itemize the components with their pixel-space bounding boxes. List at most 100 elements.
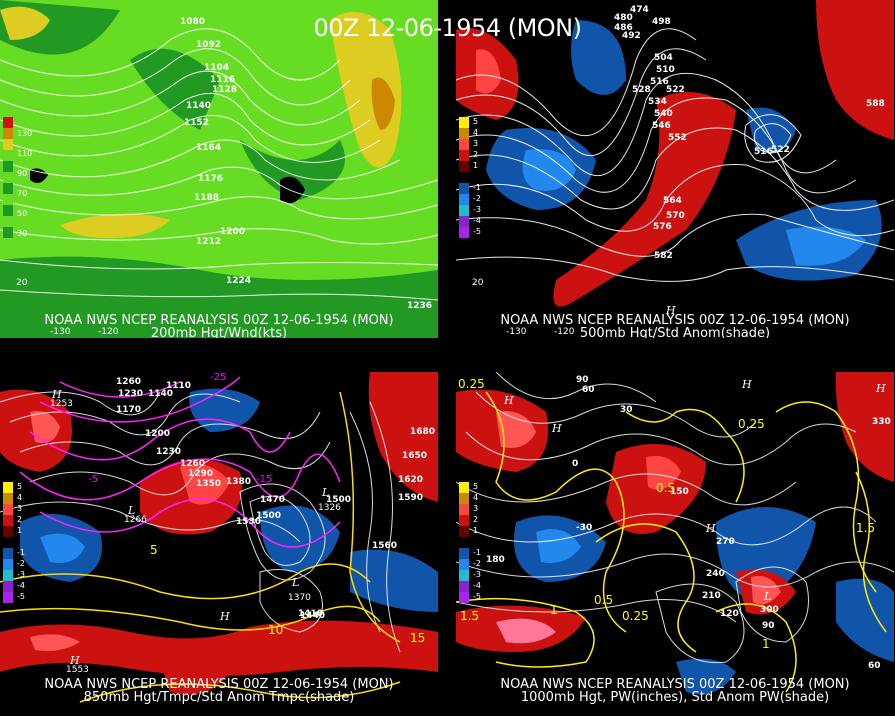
legend-label: 90 <box>17 169 28 178</box>
lon-label: -130 <box>50 327 71 337</box>
contour-label: 474 <box>630 5 649 15</box>
caption-line2: 500mb Hgt/Std Anom(shade) <box>579 326 771 339</box>
lat-label: 20 <box>472 278 484 288</box>
contour-label: 1128 <box>212 85 237 95</box>
contour-label: 1212 <box>196 237 221 247</box>
contour-label: 1188 <box>194 193 219 203</box>
caption-line1: NOAA NWS NCEP REANALYSIS 00Z 12-06-1954 … <box>500 313 850 328</box>
legend-label: 2 <box>473 515 479 524</box>
temp-label: -15 <box>256 474 272 485</box>
contour-label: 1260 <box>116 377 141 387</box>
contour-label: 552 <box>668 133 687 143</box>
caption-line1: NOAA NWS NCEP REANALYSIS 00Z 12-06-1954 … <box>44 677 394 692</box>
map-850mb: 1260 1230 1140 1170 1110 1200 1230 1260 … <box>0 372 438 716</box>
contour-label: 1092 <box>196 40 221 50</box>
contour-label: 30 <box>620 405 633 415</box>
legend-label: 5 <box>473 117 479 126</box>
contour-label: 1170 <box>116 405 141 415</box>
pw-label: 0.25 <box>622 609 649 623</box>
high-pressure-label: H <box>219 610 230 623</box>
high-pressure-label: H <box>69 654 80 667</box>
legend-1000mb: 5 4 3 2 1 -1 -2 -3 -4 -5 <box>459 482 481 603</box>
panel-200mb: 1080 1092 1104 1116 1128 1140 1152 1164 … <box>0 0 438 338</box>
pw-label: 0.25 <box>458 377 485 391</box>
contour-label: 1470 <box>260 495 285 505</box>
map-1000mb: 0.25 0.25 0.5 1 1.5 0.25 0.5 1 1.5 90 60… <box>456 372 894 716</box>
contour-label: 1176 <box>198 174 223 184</box>
high-pressure-label: H <box>51 388 62 401</box>
contour-label: 1200 <box>220 227 245 237</box>
figure-title: 00Z 12-06-1954 (MON) <box>313 14 583 42</box>
contour-label: 1590 <box>398 493 423 503</box>
lon-label: -130 <box>506 327 527 337</box>
contour-label: 1200 <box>145 429 170 439</box>
contour-label: 1230 <box>118 389 143 399</box>
temp-label: -25 <box>210 372 226 383</box>
contour-label: 492 <box>622 31 641 41</box>
pw-label: 1 <box>550 603 558 617</box>
temp-label: 5 <box>150 543 158 557</box>
legend-label: 110 <box>17 149 33 158</box>
contour-label: 300 <box>760 605 779 615</box>
contour-label: -30 <box>576 523 592 533</box>
legend-label: 4 <box>17 493 23 502</box>
contour-label: 1650 <box>402 451 427 461</box>
contour-label: 1230 <box>156 447 181 457</box>
legend-label: 4 <box>473 493 479 502</box>
contour-label: 546 <box>652 121 671 131</box>
center-value: 1326 <box>318 503 341 513</box>
temp-label: 10 <box>268 623 283 637</box>
contour-label: 1140 <box>186 101 211 111</box>
legend-label: 1 <box>17 526 23 535</box>
contour-label: 528 <box>632 85 651 95</box>
contour-label: 480 <box>614 13 633 23</box>
caption-line1: NOAA NWS NCEP REANALYSIS 00Z 12-06-1954 … <box>44 313 394 328</box>
legend-label: -4 <box>473 216 481 225</box>
legend-label: 3 <box>473 139 479 148</box>
legend-label: -3 <box>473 205 481 214</box>
pw-label: 0.25 <box>738 417 765 431</box>
legend-label: -1 <box>473 548 481 557</box>
temp-label: 15 <box>410 631 425 645</box>
center-value: 1553 <box>66 665 89 675</box>
legend-label: -2 <box>17 559 25 568</box>
contour-label: 1140 <box>148 389 173 399</box>
legend-label: -3 <box>17 570 25 579</box>
contour-label: 1290 <box>188 469 213 479</box>
contour-label: 1350 <box>196 479 221 489</box>
high-pressure-label: H <box>705 522 716 535</box>
contour-label: 1560 <box>372 541 397 551</box>
contour-label: 1620 <box>398 475 423 485</box>
legend-label: -2 <box>473 194 481 203</box>
low-pressure-label: L <box>763 590 771 603</box>
contour-label: 1680 <box>410 427 435 437</box>
contour-label: 60 <box>868 661 881 671</box>
panel-1000mb: 0.25 0.25 0.5 1 1.5 0.25 0.5 1 1.5 90 60… <box>456 372 894 716</box>
contour-label: 570 <box>666 211 685 221</box>
contour-label: 210 <box>702 591 721 601</box>
legend-label: 4 <box>473 128 479 137</box>
high-pressure-label: H <box>875 382 886 395</box>
contour-label: 540 <box>654 109 673 119</box>
high-pressure-label: H <box>741 378 752 391</box>
center-value: 1266 <box>124 515 147 525</box>
contour-label: 1260 <box>180 459 205 469</box>
legend-850mb: 5 4 3 2 1 -1 -2 -3 -4 -5 <box>3 482 25 603</box>
contour-label: 516 <box>650 77 669 87</box>
legend-label: -5 <box>17 592 25 601</box>
center-value: 1253 <box>50 399 73 409</box>
contour-label: 90 <box>762 621 775 631</box>
contour-label: 1410 <box>298 609 323 619</box>
high-pressure-label: H <box>665 304 676 317</box>
contour-label: 588 <box>866 99 885 109</box>
contour-label: 1440 <box>300 611 325 621</box>
contour-label: 150 <box>670 487 689 497</box>
legend-label: 1 <box>473 526 479 535</box>
contour-label: 1500 <box>326 495 351 505</box>
contour-label: 1152 <box>184 118 209 128</box>
contour-label: 1080 <box>180 17 205 27</box>
legend-label: 2 <box>473 150 479 159</box>
caption-line1: NOAA NWS NCEP REANALYSIS 00Z 12-06-1954 … <box>500 677 850 692</box>
contour-label: 60 <box>582 385 595 395</box>
legend-label: 5 <box>17 482 23 491</box>
